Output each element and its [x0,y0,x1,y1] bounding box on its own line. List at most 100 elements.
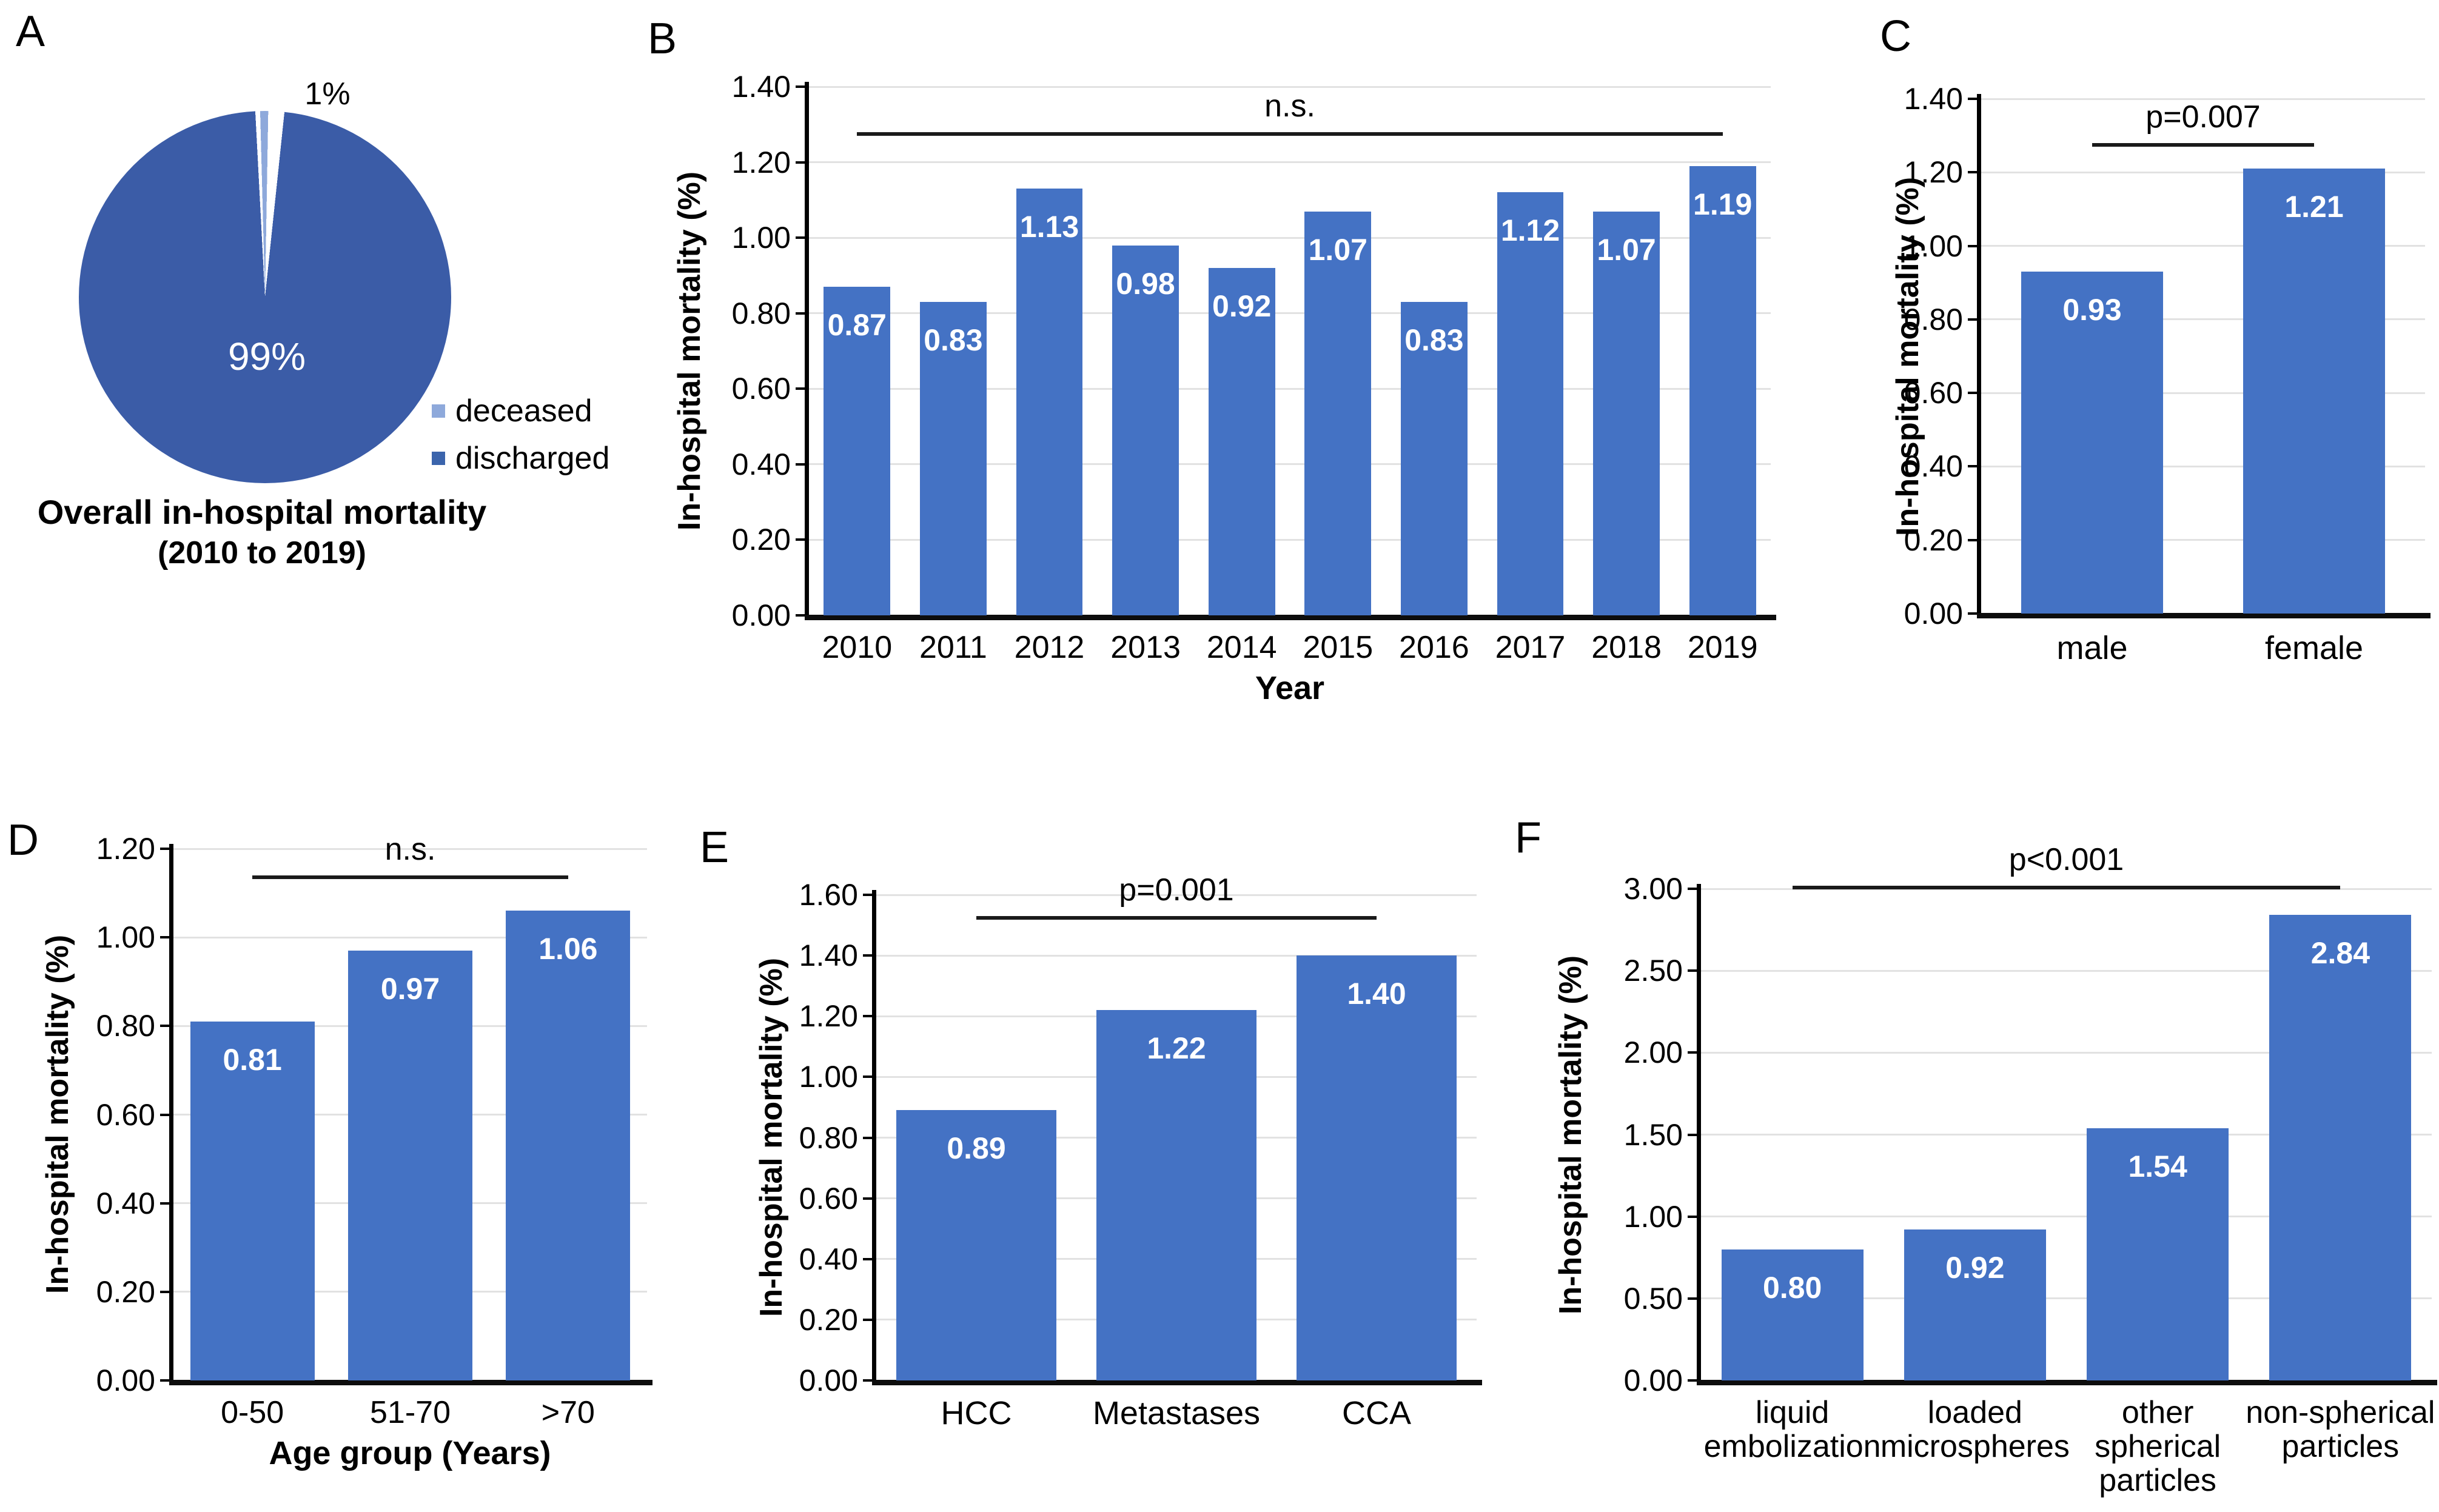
pie-subtitle: (2010 to 2019) [158,535,366,570]
y-tick-mark [1968,538,1978,541]
bar-2019 [1689,166,1756,615]
y-axis-title-D: In-hospital mortality (%) [40,934,75,1294]
bar-value-label: 0.92 [1212,289,1272,323]
y-tick-mark [1688,969,1697,972]
gridline [1981,245,2425,247]
bar-value-label: 0.93 [2062,293,2122,327]
y-tick-label: 0.00 [1623,1363,1683,1397]
x-category-label: CCA [1341,1395,1411,1431]
bar-value-label: 0.98 [1116,266,1175,301]
gridline [809,161,1771,164]
y-tick-label: 1.20 [799,999,858,1034]
x-axis-title-D: Age group (Years) [269,1435,551,1471]
bar-value-label: 1.12 [1500,213,1560,248]
y-tick-label: 2.00 [1623,1035,1683,1070]
gridline [1981,539,2425,541]
y-tick-mark [863,1379,873,1382]
y-tick-mark [863,894,873,896]
y-tick-mark [863,1136,873,1139]
significance-label: n.s. [384,831,436,867]
y-tick-label: 0.00 [799,1363,858,1397]
gridline [1981,98,2425,100]
bar-0-50 [190,1022,315,1380]
x-category-label: HCC [941,1395,1012,1431]
x-axis-line [1697,1380,2437,1385]
bar-value-label: 1.40 [1347,977,1406,1011]
bar-2011 [919,302,987,615]
y-tick-mark [1968,98,1978,100]
x-axis-line [1977,613,2431,618]
x-category-label: 2015 [1303,630,1374,665]
y-tick-label: 1.40 [799,938,858,973]
gridline [1701,1297,2432,1300]
bar-value-label: 0.83 [924,323,983,358]
bar->70 [506,911,631,1380]
y-tick-label: 0.20 [731,523,791,557]
bar-value-label: 0.83 [1404,323,1464,358]
y-tick-mark [1968,465,1978,468]
y-tick-label: 0.60 [731,372,791,406]
panel-label-A: A [16,7,45,56]
significance-line [2092,142,2314,147]
y-tick-mark [1688,1379,1697,1382]
y-tick-mark [796,161,805,164]
x-category-label: male [2056,630,2128,666]
y-tick-label: 0.00 [96,1363,155,1397]
x-category-label: 2011 [919,630,987,665]
pie-chart [79,111,451,483]
gridline [173,848,647,850]
x-category-label: 2019 [1687,630,1758,665]
x-category-label: 0-50 [221,1395,284,1430]
y-tick-label: 1.00 [96,920,155,955]
legend-swatch-deceased-icon [432,404,445,418]
y-tick-mark [1968,244,1978,247]
y-tick-label: 0.40 [96,1186,155,1220]
y-tick-mark [1968,171,1978,174]
y-tick-label: 0.80 [1904,302,1963,336]
significance-label: n.s. [1264,88,1315,124]
y-axis-title-C: In-hospital mortality (%) [1890,176,1925,537]
y-tick-label: 1.40 [731,70,791,104]
significance-line [976,916,1377,920]
legend-label-deceased: deceased [455,393,592,429]
gridline [1981,392,2425,394]
y-tick-label: 0.40 [799,1242,858,1276]
y-tick-mark [1688,1051,1697,1054]
y-tick-mark [796,236,805,239]
x-category-label: 2016 [1399,630,1469,665]
y-tick-mark [1688,1133,1697,1136]
bar-value-label: 1.07 [1308,232,1367,267]
significance-line [1792,885,2341,889]
y-tick-mark [863,1015,873,1018]
bar-value-label: 2.84 [2310,936,2370,971]
bar-2015 [1304,211,1372,615]
y-tick-label: 0.80 [799,1120,858,1155]
y-tick-label: 0.40 [1904,449,1963,484]
y-axis-line [805,82,809,620]
x-category-label: 2012 [1014,630,1085,665]
bar-value-label: 0.80 [1762,1270,1822,1305]
y-tick-mark [160,1025,170,1028]
x-category-label: 2018 [1591,630,1662,665]
legend-swatch-discharged-icon [432,452,445,465]
y-tick-label: 1.00 [1904,229,1963,263]
x-axis-title-B: Year [1255,670,1325,706]
y-tick-mark [863,954,873,957]
gridline [1701,1051,2432,1054]
y-tick-mark [160,1113,170,1116]
y-tick-mark [796,85,805,88]
y-tick-mark [160,936,170,939]
x-category-label: non-spherical particles [2246,1395,2435,1465]
legend-item-discharged: discharged [432,443,609,474]
bar-male [2021,272,2164,614]
y-axis-line [1977,94,1981,618]
bar-value-label: 1.13 [1019,210,1079,244]
y-tick-mark [1968,612,1978,615]
gridline [876,894,1477,896]
y-tick-mark [863,1318,873,1321]
y-tick-mark [1968,318,1978,321]
y-tick-label: 0.20 [1904,523,1963,557]
bar-other-spherical-particles [2087,1128,2229,1380]
bar-loaded-microspheres [1904,1229,2046,1380]
bar-Metastases [1096,1010,1257,1380]
